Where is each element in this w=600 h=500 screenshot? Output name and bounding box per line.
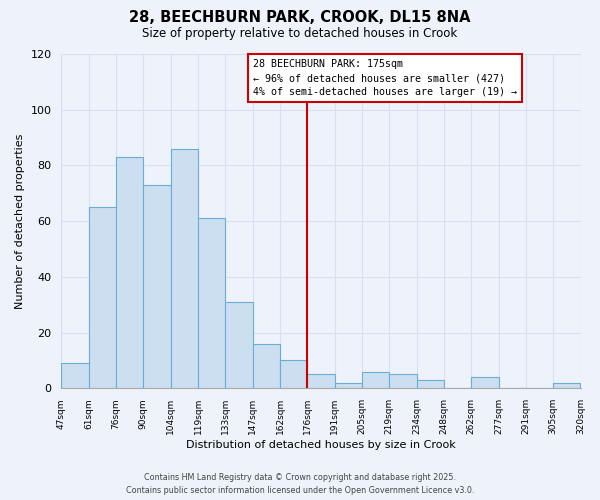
Text: Size of property relative to detached houses in Crook: Size of property relative to detached ho…: [142, 28, 458, 40]
Bar: [253, 344, 280, 389]
Y-axis label: Number of detached properties: Number of detached properties: [15, 134, 25, 309]
Bar: [362, 372, 389, 388]
Text: 28, BEECHBURN PARK, CROOK, DL15 8NA: 28, BEECHBURN PARK, CROOK, DL15 8NA: [129, 10, 471, 25]
Bar: [226, 302, 253, 388]
Bar: [280, 360, 307, 388]
Bar: [61, 364, 89, 388]
Bar: [89, 207, 116, 388]
Bar: [471, 377, 499, 388]
Bar: [198, 218, 226, 388]
Bar: [335, 383, 362, 388]
X-axis label: Distribution of detached houses by size in Crook: Distribution of detached houses by size …: [186, 440, 456, 450]
Bar: [116, 157, 143, 388]
Bar: [307, 374, 335, 388]
Bar: [170, 148, 198, 388]
Text: 28 BEECHBURN PARK: 175sqm
← 96% of detached houses are smaller (427)
4% of semi-: 28 BEECHBURN PARK: 175sqm ← 96% of detac…: [253, 59, 517, 97]
Bar: [416, 380, 444, 388]
Bar: [553, 383, 580, 388]
Bar: [389, 374, 416, 388]
Bar: [143, 185, 170, 388]
Text: Contains HM Land Registry data © Crown copyright and database right 2025.
Contai: Contains HM Land Registry data © Crown c…: [126, 473, 474, 495]
